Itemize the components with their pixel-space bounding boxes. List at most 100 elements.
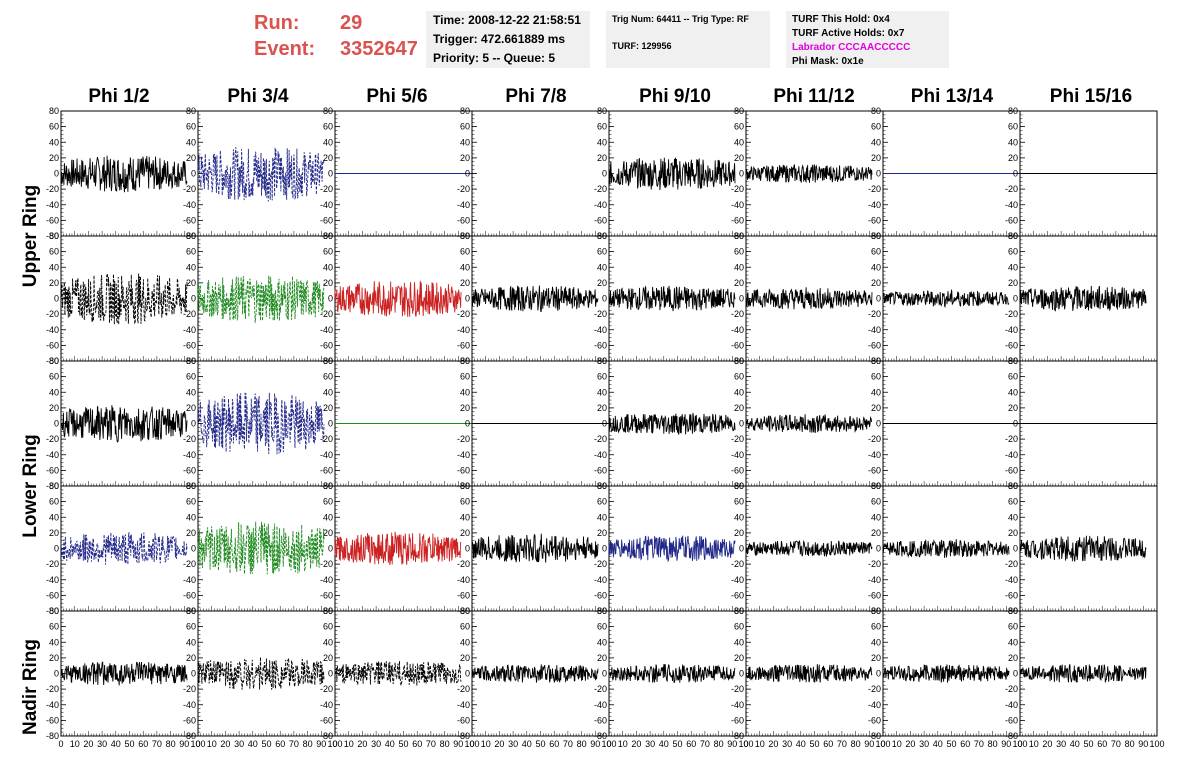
y-tick-label: -60 [1005,590,1018,600]
waveform-trace [60,273,188,326]
x-tick-label: 0 [743,739,748,749]
x-tick-label: 90 [590,739,600,749]
y-tick-label: 0 [739,294,744,304]
y-tick-label: 40 [186,512,196,522]
y-tick-label: 0 [328,669,333,679]
y-tick-label: -20 [594,434,607,444]
x-tick-label: 60 [138,739,148,749]
y-tick-label: 60 [871,372,881,382]
y-tick-label: 60 [49,622,59,632]
y-tick-label: 0 [191,544,196,554]
y-tick-label: -80 [1005,731,1018,741]
y-tick-label: 60 [1008,497,1018,507]
y-tick-label: 0 [328,544,333,554]
y-tick-label: -60 [868,715,881,725]
y-tick-label: 20 [1008,653,1018,663]
y-tick-label: 60 [49,497,59,507]
y-tick-label: 60 [323,497,333,507]
y-tick-label: 0 [328,169,333,179]
y-tick-label: 40 [1008,137,1018,147]
y-tick-label: 0 [876,419,881,429]
y-tick-label: -60 [320,340,333,350]
y-tick-label: -20 [731,559,744,569]
y-tick-label: -80 [320,731,333,741]
y-tick-label: 80 [734,481,744,491]
y-tick-label: -40 [731,325,744,335]
y-tick-label: 0 [191,669,196,679]
y-tick-label: 60 [1008,372,1018,382]
y-tick-label: -80 [731,731,744,741]
x-tick-label: 0 [469,739,474,749]
x-tick-label: 10 [481,739,491,749]
x-tick-label: 60 [823,739,833,749]
x-tick-label: 50 [809,739,819,749]
y-tick-label: 20 [597,278,607,288]
y-tick-label: 0 [1013,544,1018,554]
y-tick-label: -60 [183,715,196,725]
x-tick-label: 10 [1029,739,1039,749]
y-tick-label: 20 [871,653,881,663]
y-tick-label: 40 [597,512,607,522]
y-tick-label: -60 [320,465,333,475]
y-tick-label: -40 [183,450,196,460]
y-tick-label: 0 [739,669,744,679]
y-tick-label: 40 [186,262,196,272]
x-tick-label: 70 [974,739,984,749]
y-tick-label: -20 [731,684,744,694]
y-tick-label: 0 [465,169,470,179]
y-tick-label: 60 [597,497,607,507]
y-tick-label: 80 [460,106,470,116]
x-tick-label: 30 [508,739,518,749]
x-tick-label: 30 [234,739,244,749]
x-tick-label: 60 [960,739,970,749]
x-tick-label: 10 [207,739,217,749]
y-tick-label: 40 [871,387,881,397]
y-tick-label: -40 [183,200,196,210]
y-tick-label: 60 [597,247,607,257]
time-info-box: Time: 2008-12-22 21:58:51 Trigger: 472.6… [426,11,590,68]
time-text: Time: 2008-12-22 21:58:51 [433,13,581,27]
y-tick-label: -60 [868,465,881,475]
y-tick-label: -40 [46,325,59,335]
x-tick-label: 30 [1056,739,1066,749]
y-tick-label: -60 [731,340,744,350]
x-tick-label: 70 [837,739,847,749]
x-tick-label: 30 [782,739,792,749]
x-tick-label: 70 [289,739,299,749]
col-header-phi-3-4: Phi 3/4 [227,86,289,107]
y-tick-label: -40 [457,700,470,710]
y-tick-label: -60 [731,215,744,225]
x-tick-label: 100 [1012,739,1027,749]
y-tick-label: -40 [731,450,744,460]
run-event-label: Run: 29 Event: 3352647 [254,10,418,62]
y-tick-label: -40 [1005,200,1018,210]
panel-frame [471,110,610,237]
x-tick-label: 50 [124,739,134,749]
y-tick-label: 80 [734,231,744,241]
waveform-trace [197,392,325,455]
y-tick-label: 80 [597,606,607,616]
col-header-phi-11-12: Phi 11/12 [773,86,855,107]
waveform-trace [60,405,188,443]
y-tick-label: 80 [1008,231,1018,241]
y-tick-label: 40 [186,637,196,647]
y-tick-label: 20 [734,653,744,663]
y-tick-label: 20 [460,153,470,163]
y-tick-label: 60 [186,247,196,257]
y-tick-label: -20 [868,684,881,694]
y-tick-label: -20 [731,309,744,319]
x-tick-label: 10 [344,739,354,749]
y-tick-label: 40 [49,262,59,272]
x-tick-label: 40 [522,739,532,749]
y-tick-label: -20 [183,434,196,444]
y-tick-label: 40 [323,512,333,522]
waveform-trace [745,664,873,683]
y-tick-label: -60 [457,340,470,350]
